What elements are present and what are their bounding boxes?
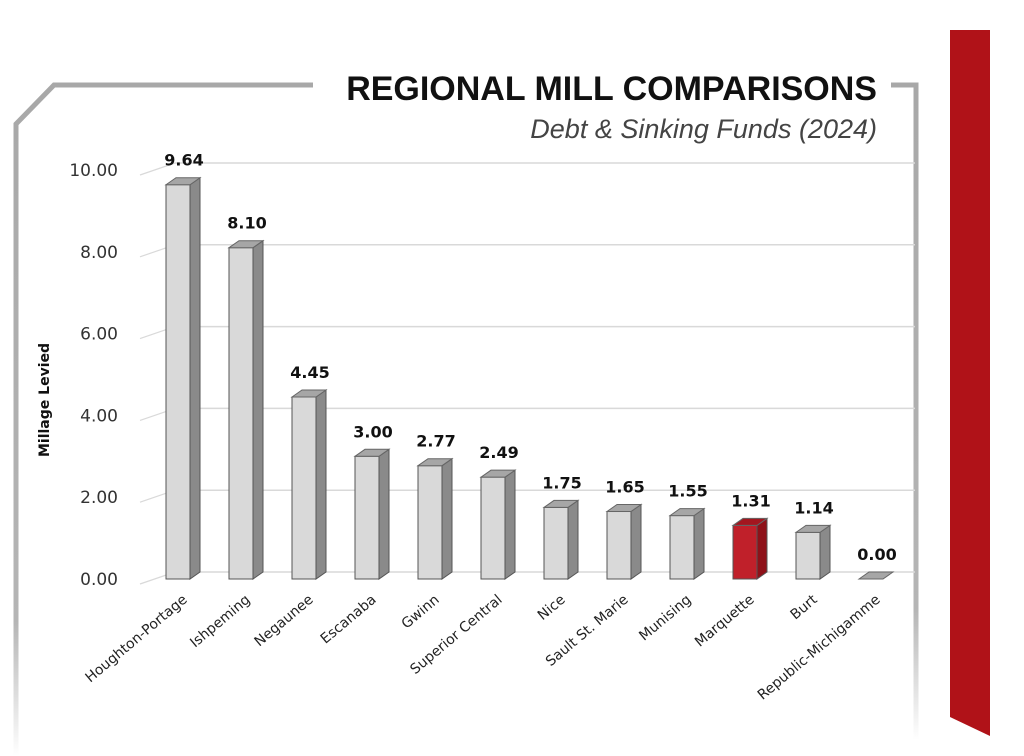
bar-burt xyxy=(794,524,832,580)
bar-side xyxy=(693,507,705,580)
y-axis-ticks: 0.00 2.00 4.00 6.00 8.00 10.00 xyxy=(69,161,118,590)
bar-front xyxy=(291,396,317,580)
bar-escanaba xyxy=(353,448,391,580)
x-tick-label: Republic-Michigamme xyxy=(755,592,884,704)
bar-top xyxy=(353,448,391,457)
x-tick-label: Houghton-Portage xyxy=(83,592,191,686)
bar-side xyxy=(756,517,768,580)
value-labels: 9.64 8.10 4.45 3.00 2.77 2.49 1.75 1.65 1.55 1.31… xyxy=(164,151,896,564)
bar-top xyxy=(794,524,832,533)
bar-front xyxy=(606,511,632,580)
value-label: 2.49 xyxy=(479,443,518,462)
bar-top xyxy=(857,571,895,580)
bar-front xyxy=(417,465,443,580)
bar-side xyxy=(567,499,579,580)
x-tick-label: Gwinn xyxy=(399,592,443,632)
bar-top xyxy=(668,508,706,517)
bar-marquette xyxy=(731,517,769,580)
value-label: 1.14 xyxy=(794,498,833,517)
y-tick-label: 8.00 xyxy=(80,243,118,263)
bar-nice xyxy=(542,499,580,580)
value-label: 1.55 xyxy=(668,482,707,501)
bar-front xyxy=(228,247,254,580)
y-axis-label: Millage Levied xyxy=(37,343,53,457)
x-tick-label: Ishpeming xyxy=(187,592,253,651)
bar-front xyxy=(732,524,758,580)
value-label: 1.31 xyxy=(731,491,770,510)
accent-ribbon xyxy=(950,30,990,736)
y-tick-label: 2.00 xyxy=(80,488,118,508)
y-tick-label: 6.00 xyxy=(80,325,118,345)
x-tick-label: Marquette xyxy=(692,592,758,651)
bar-top xyxy=(542,499,580,508)
bar-sault-st-marie xyxy=(605,503,643,580)
value-label: 3.00 xyxy=(353,422,392,441)
chart-title: REGIONAL MILL COMPARISONS xyxy=(346,70,877,108)
value-label: 0.00 xyxy=(857,545,896,564)
frame-right xyxy=(891,82,919,740)
bar-side xyxy=(315,389,327,580)
x-tick-label: Burt xyxy=(788,591,821,623)
x-tick-label: Nice xyxy=(535,592,569,624)
frame-left xyxy=(13,82,313,756)
bar-front xyxy=(669,515,695,580)
bar-ishpeming xyxy=(227,239,265,580)
bar-side xyxy=(252,239,264,580)
value-label: 1.65 xyxy=(605,478,644,497)
bar-gwinn xyxy=(416,457,454,580)
bar-side xyxy=(630,503,642,580)
bar-front xyxy=(543,506,569,580)
value-label: 2.77 xyxy=(416,432,455,451)
x-tick-label: Negaunee xyxy=(251,592,316,650)
bar-houghton-portage xyxy=(164,176,202,580)
value-label: 9.64 xyxy=(164,151,203,170)
bar-side xyxy=(378,448,390,580)
bar-side xyxy=(441,457,453,580)
bar-front xyxy=(795,531,821,580)
bar-side xyxy=(504,469,516,580)
y-tick-label: 4.00 xyxy=(80,406,118,426)
value-label: 4.45 xyxy=(290,363,329,382)
bar-top xyxy=(227,240,265,249)
y-tick-label: 0.00 xyxy=(80,570,118,590)
bar-top xyxy=(416,458,454,467)
bar-front xyxy=(480,476,506,580)
value-label: 8.10 xyxy=(227,214,266,233)
bar-republic-michigamme xyxy=(857,571,895,580)
bar-negaunee xyxy=(290,389,328,580)
bars xyxy=(164,176,895,580)
x-tick-label: Munising xyxy=(636,592,694,645)
value-label: 1.75 xyxy=(542,473,581,492)
bar-side xyxy=(819,524,831,580)
bar-top xyxy=(164,177,202,186)
bar-superior-central xyxy=(479,469,517,580)
bar-front xyxy=(354,455,380,580)
bar-munising xyxy=(668,507,706,580)
chart-subtitle: Debt & Sinking Funds (2024) xyxy=(530,114,877,144)
bar-top xyxy=(605,504,643,513)
y-tick-label: 10.00 xyxy=(69,161,118,181)
bar-front xyxy=(165,184,191,580)
bar-top xyxy=(479,469,517,478)
bar-top xyxy=(731,517,769,526)
gridline-depth xyxy=(139,162,176,176)
bar-side xyxy=(189,176,201,580)
bar-top xyxy=(290,389,328,398)
x-tick-label: Escanaba xyxy=(318,592,380,648)
